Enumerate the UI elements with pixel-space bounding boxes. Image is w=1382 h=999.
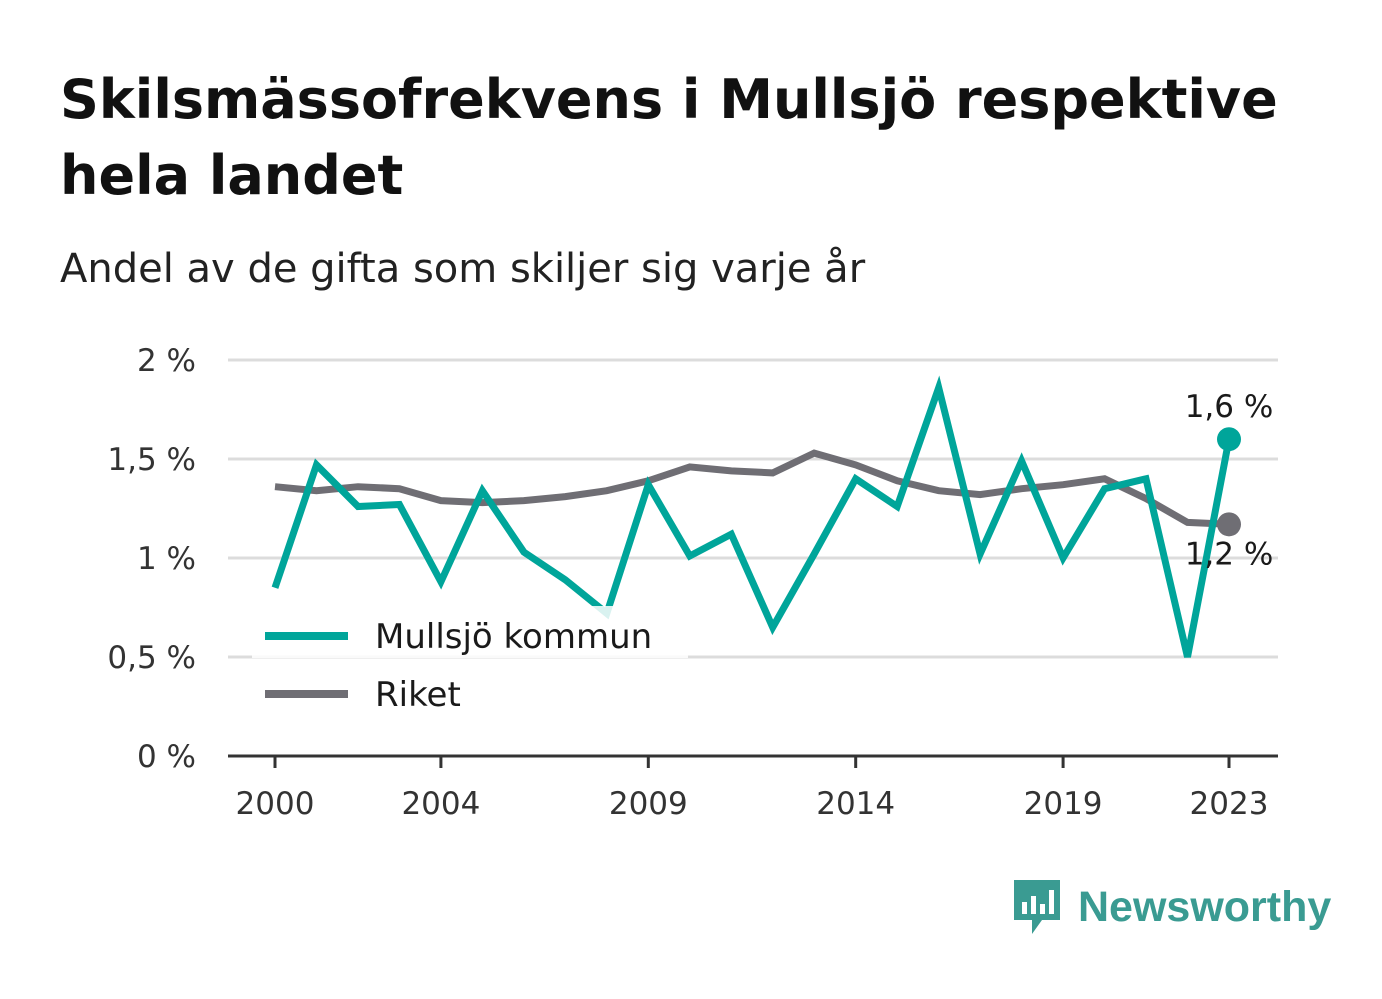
y-tick-label: 1,5 % <box>107 442 196 478</box>
newsworthy-bar-chart-icon <box>1014 880 1060 934</box>
chart-subtitle: Andel av de gifta som skiljer sig varje … <box>60 246 866 292</box>
y-tick-label: 0 % <box>137 739 196 775</box>
x-tick-label: 2004 <box>401 786 480 822</box>
end-point-marker <box>1217 427 1241 452</box>
end-point-marker <box>1217 512 1241 537</box>
legend-label: Mullsjö kommun <box>375 617 652 657</box>
series-line-riket <box>274 449 1230 528</box>
legend-label: Riket <box>375 675 461 715</box>
end-labels: 1,6 % 1,2 % <box>1185 389 1274 572</box>
x-tick-label: 2014 <box>816 786 895 822</box>
end-value-label: 1,2 % <box>1185 536 1274 572</box>
chart-title: Skilsmässofrekvens i Mullsjö respektive … <box>60 68 1278 207</box>
legend: Mullsjö kommun Riket <box>252 606 688 715</box>
series-lines <box>271 375 1233 658</box>
y-tick-label: 2 % <box>137 343 196 379</box>
brand-name: Newsworthy <box>1078 882 1332 931</box>
series-line-mullsjo <box>271 375 1233 658</box>
y-tick-label: 0,5 % <box>107 640 196 676</box>
y-tick-label: 1 % <box>137 541 196 577</box>
x-tick-label: 2009 <box>609 786 688 822</box>
x-tick-label: 2019 <box>1024 786 1103 822</box>
newsworthy-logo: Newsworthy <box>1010 876 1331 938</box>
x-tick-label: 2000 <box>236 786 315 822</box>
end-value-label: 1,6 % <box>1185 389 1274 425</box>
x-tick-label: 2023 <box>1190 786 1269 822</box>
axes: 0 % 0,5 % 1 % 1,5 % 2 % 2000 2004 2009 2014 2019 2… <box>107 343 1278 822</box>
